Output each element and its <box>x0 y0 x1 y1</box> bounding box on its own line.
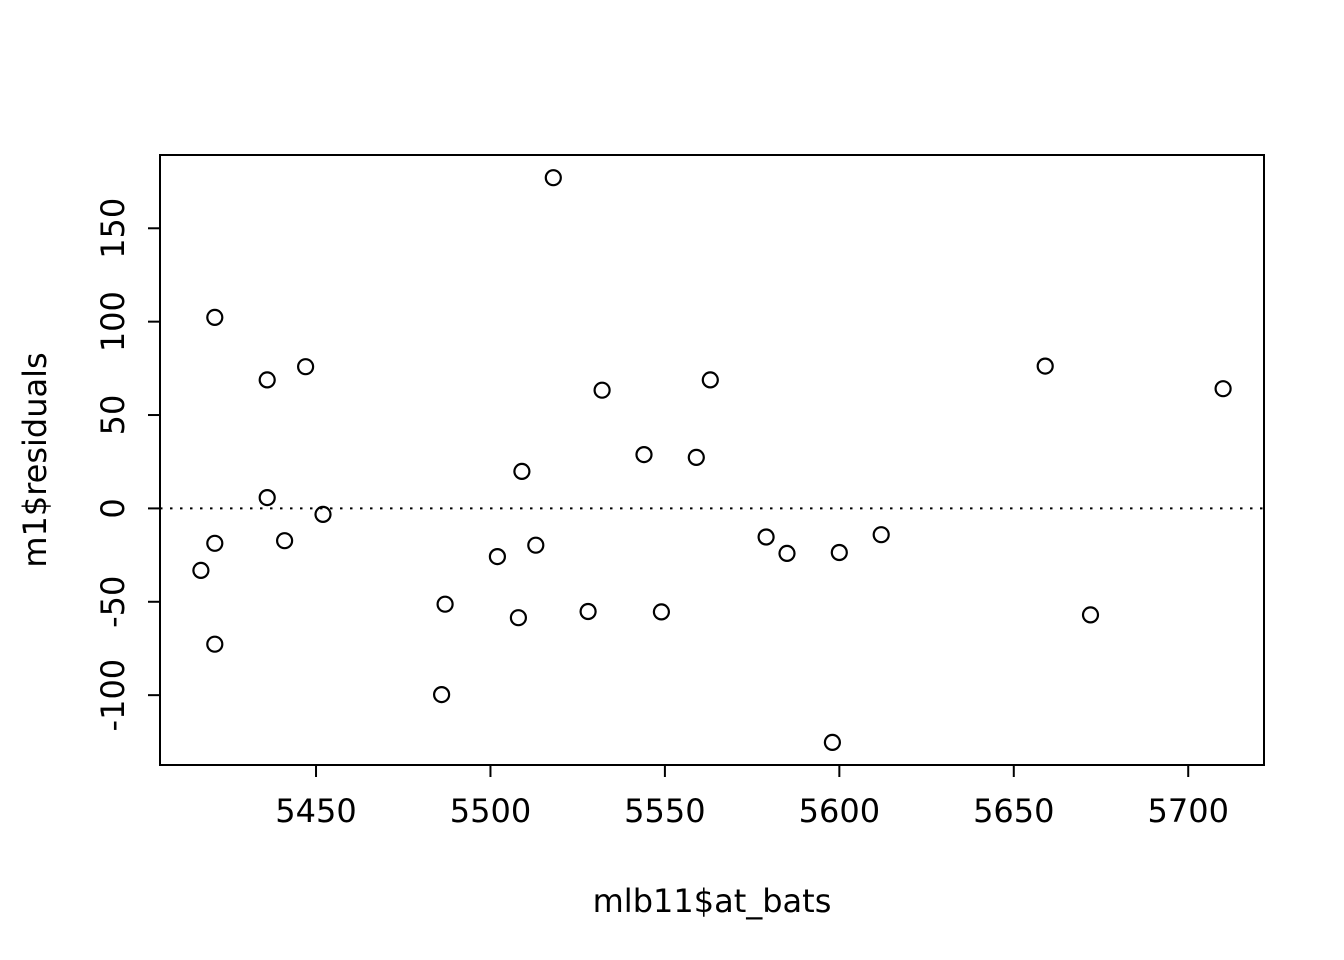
x-tick-label: 5550 <box>624 792 705 830</box>
y-tick-label: -100 <box>94 659 132 732</box>
x-tick-label: 5650 <box>973 792 1054 830</box>
plot-box <box>159 154 1265 766</box>
data-point <box>206 534 224 552</box>
data-point <box>778 544 796 563</box>
y-axis: -100 -50 0 50 100 150 <box>94 198 160 732</box>
data-point <box>206 635 224 653</box>
data-point <box>1081 606 1100 624</box>
data-point <box>258 371 276 389</box>
data-point <box>757 528 775 546</box>
data-point <box>297 358 315 376</box>
data-point <box>314 505 332 524</box>
data-point <box>635 446 653 464</box>
data-point <box>652 603 671 621</box>
x-axis: 5450 5500 5550 5600 5650 5700 <box>275 765 1229 830</box>
x-tick-label: 5700 <box>1148 792 1229 830</box>
data-point <box>1036 357 1054 375</box>
data-point <box>192 561 210 580</box>
data-point <box>830 543 848 562</box>
y-tick-label: 0 <box>94 498 132 518</box>
data-point <box>513 462 531 480</box>
y-axis-title: m1$residuals <box>16 352 54 567</box>
y-tick-label: -50 <box>94 576 132 628</box>
data-points <box>192 169 1232 752</box>
data-point <box>433 685 451 704</box>
data-point <box>544 169 562 187</box>
data-point <box>509 609 528 627</box>
plot-border <box>159 154 1265 766</box>
data-point <box>823 733 842 752</box>
x-tick-label: 5600 <box>799 792 880 830</box>
y-tick-label: 150 <box>94 198 132 259</box>
data-point <box>527 536 545 554</box>
data-point <box>436 595 454 613</box>
data-point <box>488 547 506 566</box>
data-point <box>872 526 890 544</box>
data-point <box>687 448 705 466</box>
data-point <box>579 602 597 621</box>
x-tick-label: 5500 <box>450 792 531 830</box>
x-axis-title: mlb11$at_bats <box>593 882 832 920</box>
data-point <box>701 371 719 389</box>
y-tick-label: 100 <box>94 291 132 352</box>
data-point <box>206 308 224 326</box>
data-point <box>276 532 294 550</box>
data-point <box>593 381 611 399</box>
x-tick-label: 5450 <box>275 792 356 830</box>
y-tick-label: 50 <box>94 395 132 436</box>
data-point <box>258 489 276 507</box>
data-point <box>1214 380 1232 398</box>
